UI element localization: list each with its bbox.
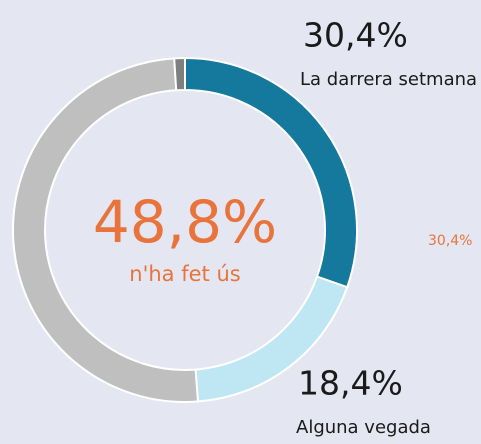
- donut-slice: [173, 56, 186, 92]
- center-label: n'ha fet ús: [129, 262, 240, 286]
- slice-category-label: Alguna vegada: [296, 417, 431, 438]
- slice-value-label: 30,4%: [303, 16, 408, 55]
- slice-category-label: La darrera setmana: [300, 69, 477, 90]
- center-value: 48,8%: [93, 188, 277, 256]
- donut-slice: [11, 57, 200, 403]
- annotation: 30,4%: [428, 233, 472, 249]
- slice-value-label: 18,4%: [298, 364, 403, 403]
